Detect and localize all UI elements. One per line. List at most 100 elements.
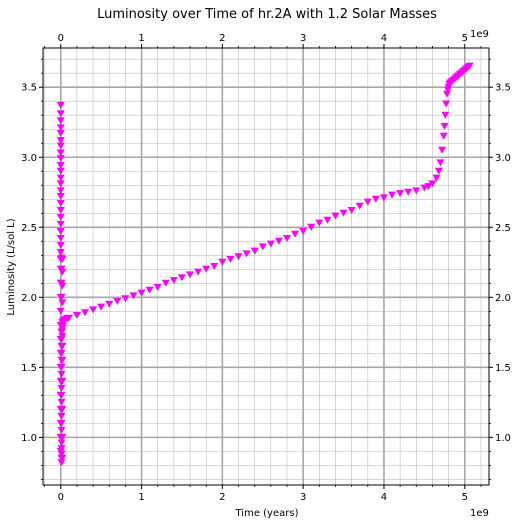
- data-point: [56, 206, 65, 214]
- data-point: [58, 333, 67, 341]
- data-point: [331, 212, 340, 220]
- y-tick-label-right: 1.5: [495, 363, 511, 374]
- data-point: [283, 234, 292, 242]
- y-tick-label-left: 1.5: [21, 363, 37, 374]
- data-point: [58, 454, 67, 462]
- data-point: [57, 391, 66, 399]
- y-tick-label-left: 1.0: [21, 433, 37, 444]
- x-tick-label-bottom: 0: [58, 492, 64, 503]
- data-point: [153, 284, 162, 292]
- data-point: [441, 111, 450, 119]
- data-point: [57, 363, 66, 371]
- data-point: [58, 282, 67, 290]
- x-axis-label: Time (years): [235, 508, 299, 519]
- data-point: [56, 124, 65, 132]
- x-tick-label-bottom: 1: [138, 492, 144, 503]
- data-point: [56, 174, 65, 182]
- data-point: [202, 265, 211, 273]
- data-point: [363, 198, 372, 206]
- data-point: [56, 162, 65, 170]
- data-point: [56, 142, 65, 150]
- data-point: [57, 459, 66, 467]
- data-point: [323, 216, 332, 224]
- plot-frame: [42, 47, 490, 486]
- chart-title: Luminosity over Time of hr.2A with 1.2 S…: [97, 7, 437, 22]
- data-point: [58, 268, 67, 276]
- data-point: [58, 255, 67, 263]
- data-point: [58, 405, 67, 413]
- y-tick-label-right: 2.0: [495, 293, 511, 304]
- data-point: [438, 146, 447, 154]
- data-point: [57, 370, 66, 378]
- data-point: [436, 159, 445, 167]
- data-point: [56, 155, 65, 163]
- data-point: [57, 445, 66, 453]
- data-point: [58, 342, 67, 350]
- data-point: [56, 110, 65, 118]
- data-point: [379, 194, 388, 202]
- data-point: [56, 234, 65, 242]
- data-point: [432, 174, 441, 182]
- data-point: [57, 349, 66, 357]
- data-markers: [56, 62, 474, 467]
- data-point: [97, 303, 106, 311]
- data-point: [56, 167, 65, 175]
- x-offset-label-top: 1e9: [470, 29, 489, 40]
- data-point: [434, 167, 443, 175]
- y-tick-label-right: 1.0: [495, 433, 511, 444]
- data-point: [145, 286, 154, 294]
- y-tick-label-right: 3.0: [495, 153, 511, 164]
- data-point: [274, 237, 283, 245]
- data-point: [56, 248, 65, 256]
- data-point: [56, 129, 65, 137]
- data-point: [291, 230, 300, 238]
- data-point: [404, 188, 413, 196]
- data-point: [299, 227, 308, 235]
- data-point: [64, 314, 73, 322]
- data-point: [258, 243, 267, 251]
- x-tick-label-bottom: 2: [219, 492, 225, 503]
- data-point: [105, 300, 114, 308]
- x-tick-label-top: 3: [300, 33, 306, 44]
- data-point: [442, 100, 451, 108]
- data-point: [121, 295, 130, 303]
- data-point: [465, 62, 474, 70]
- data-point: [57, 398, 66, 406]
- x-tick-label-bottom: 4: [381, 492, 387, 503]
- x-tick-label-bottom: 3: [300, 492, 306, 503]
- data-point: [72, 312, 81, 320]
- y-axis-label: Luminosity (L/sol L): [6, 218, 17, 315]
- data-point: [56, 227, 65, 235]
- data-point: [56, 241, 65, 249]
- data-point: [56, 199, 65, 207]
- data-point: [56, 101, 65, 109]
- x-tick-label-top: 1: [138, 33, 144, 44]
- data-point: [396, 190, 405, 198]
- data-point: [56, 117, 65, 125]
- data-point: [58, 377, 67, 385]
- data-point: [81, 309, 90, 317]
- y-tick-label-left: 2.0: [21, 293, 37, 304]
- data-point: [56, 187, 65, 195]
- data-point: [307, 223, 316, 231]
- y-tick-label-right: 3.5: [495, 83, 511, 94]
- y-tick-label-left: 3.0: [21, 153, 37, 164]
- data-point: [210, 263, 219, 270]
- data-point: [347, 206, 356, 214]
- data-point: [56, 180, 65, 188]
- data-point: [315, 219, 324, 227]
- data-point: [339, 209, 348, 217]
- data-point: [161, 279, 170, 287]
- data-point: [57, 412, 66, 420]
- data-point: [56, 307, 65, 315]
- data-point: [226, 255, 235, 263]
- data-point: [440, 122, 449, 130]
- data-point: [57, 384, 66, 392]
- grid: [43, 48, 489, 485]
- data-point: [137, 289, 146, 297]
- data-point: [424, 183, 433, 191]
- y-tick-label-left: 2.5: [21, 223, 37, 234]
- data-point: [113, 298, 122, 306]
- data-point: [58, 299, 67, 307]
